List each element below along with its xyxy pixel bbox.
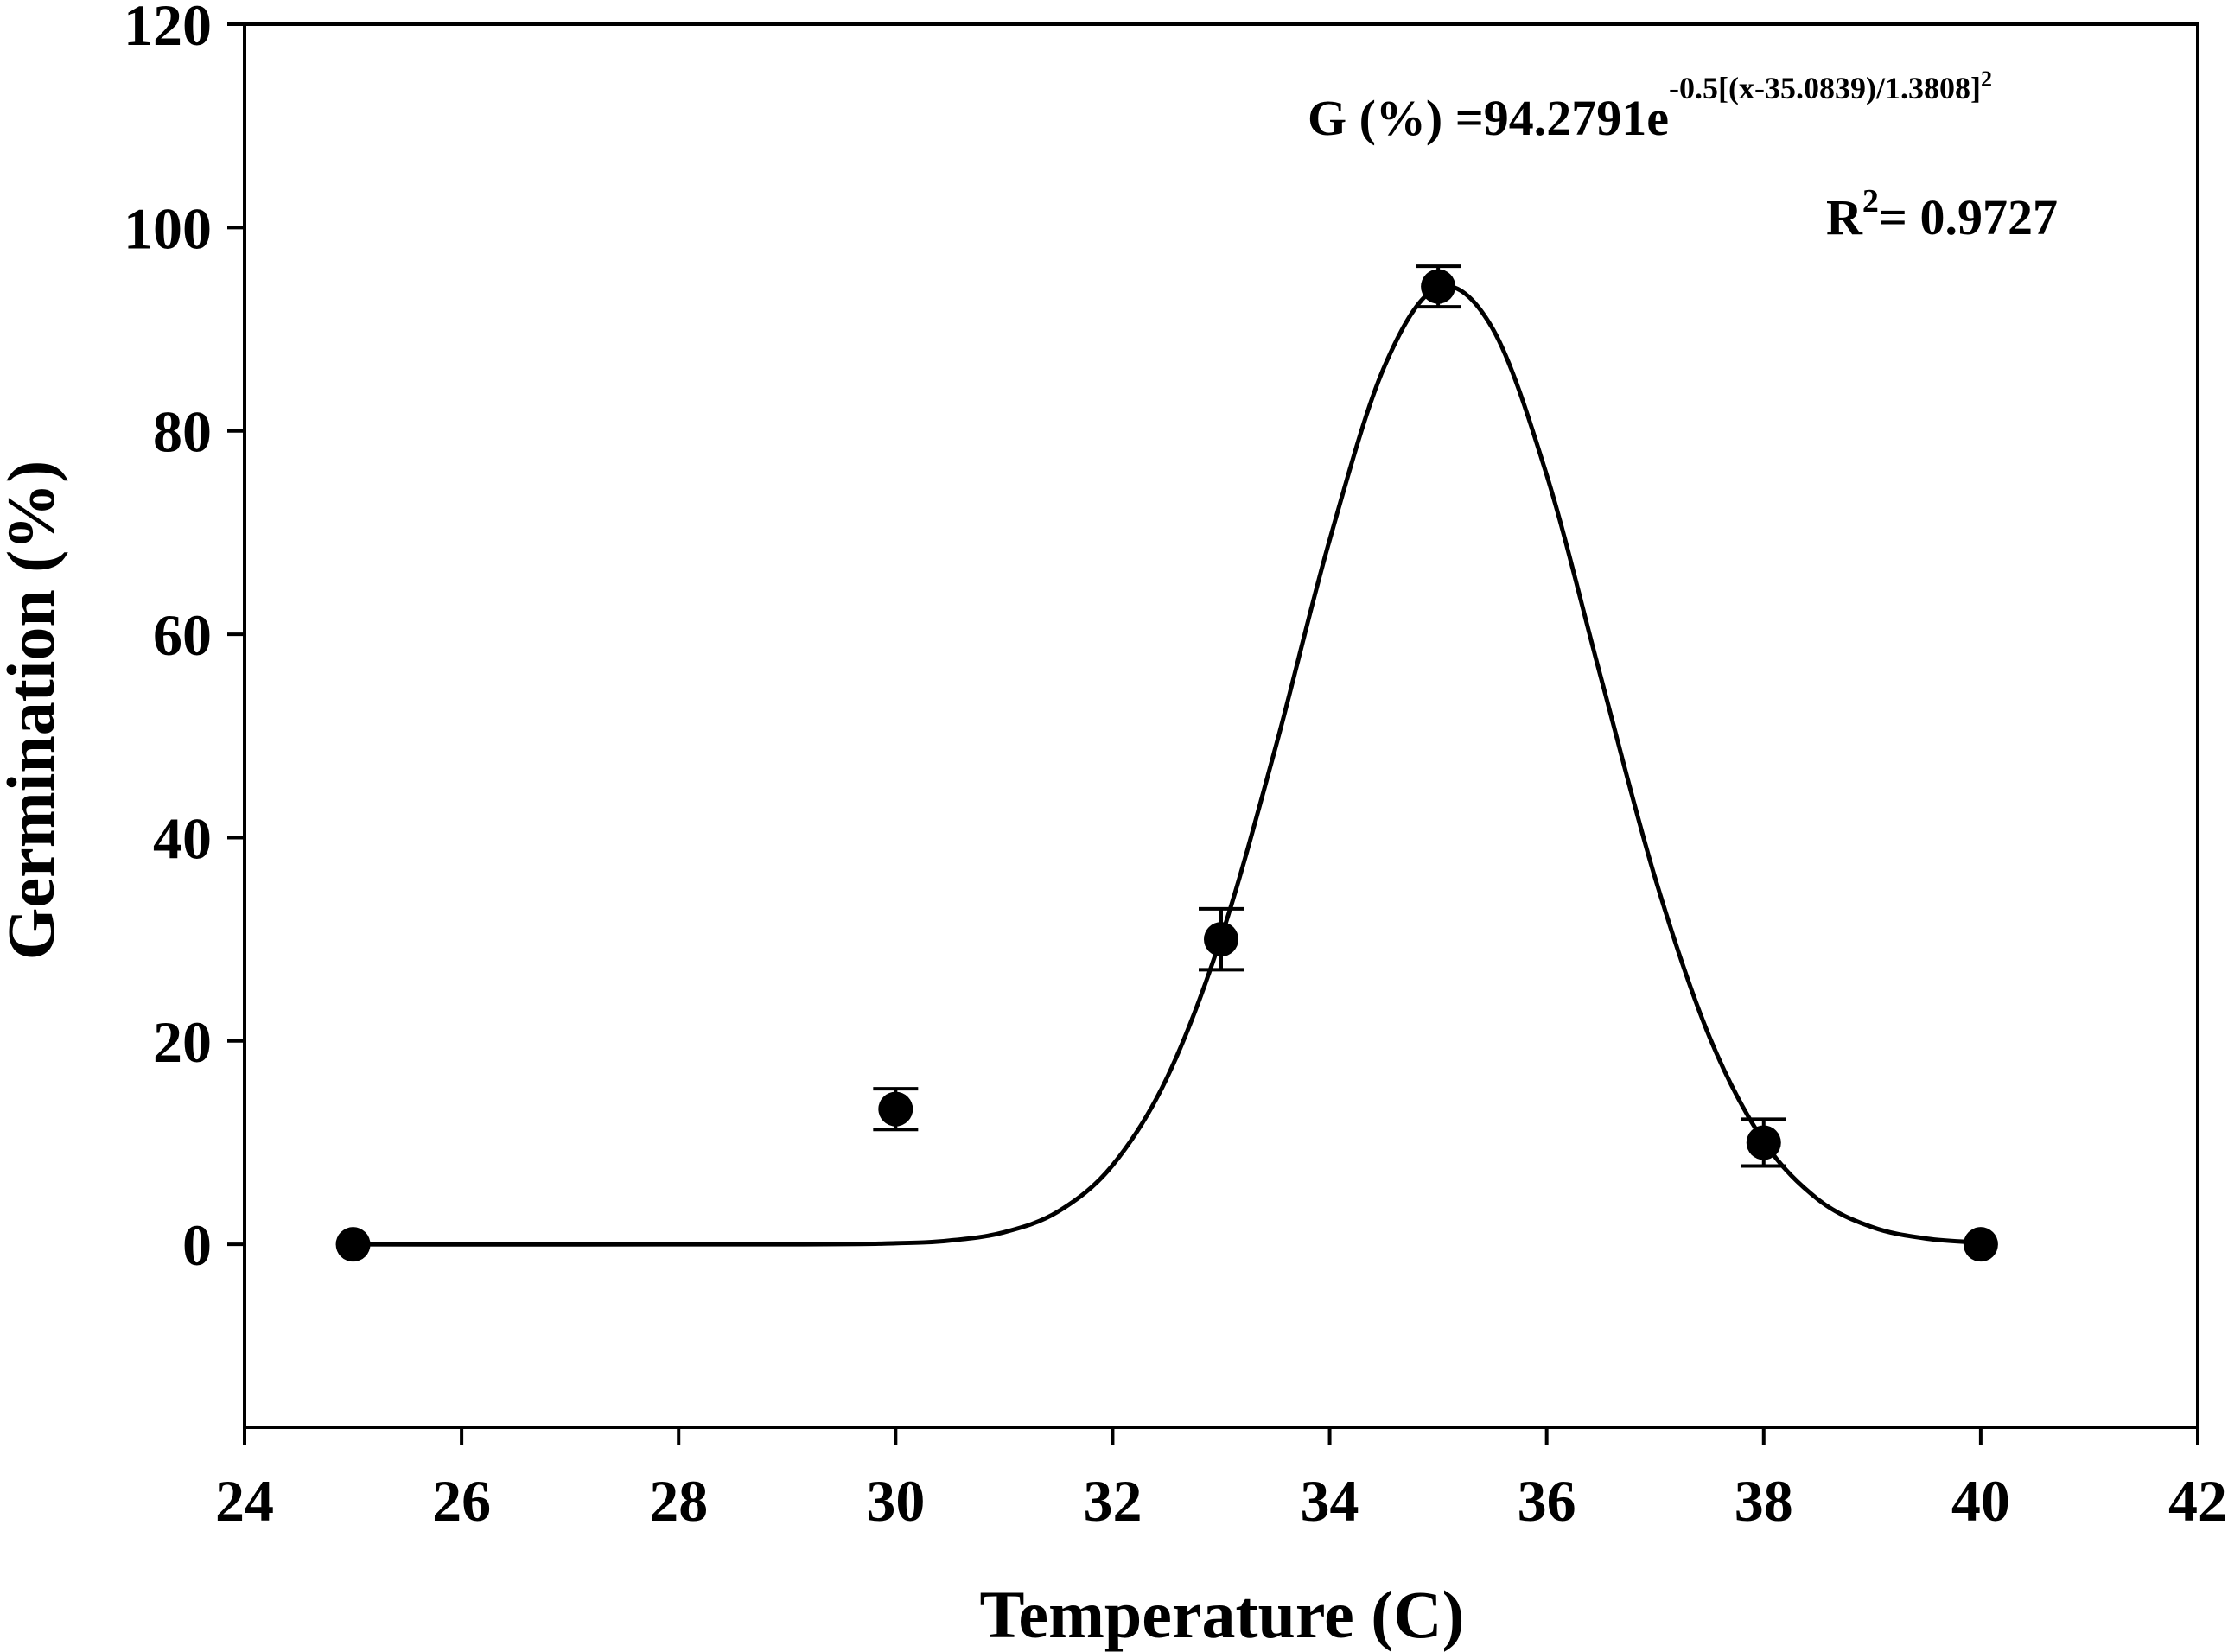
r-squared-base: R	[1826, 189, 1863, 245]
data-point	[878, 1091, 913, 1127]
r-squared-rest: = 0.9727	[1879, 189, 2058, 245]
y-tick-label: 0	[182, 1212, 212, 1278]
y-tick-label: 40	[153, 805, 212, 871]
x-tick-label: 38	[1735, 1468, 1793, 1534]
r-squared-power: 2	[1862, 183, 1879, 219]
y-axis-title: Germination (%)	[0, 461, 68, 960]
x-tick-label: 40	[1951, 1468, 2010, 1534]
x-tick-label: 30	[866, 1468, 925, 1534]
x-tick-label: 28	[649, 1468, 708, 1534]
equation: G (%) =94.2791e-0.5[(x-35.0839)/1.3808]2	[1308, 67, 1992, 146]
y-tick-label: 100	[124, 195, 212, 261]
x-tick-label: 24	[215, 1468, 274, 1534]
y-tick-label: 60	[153, 602, 212, 668]
y-tick-label: 20	[153, 1009, 212, 1075]
r-squared: R2= 0.9727	[1826, 183, 2058, 245]
x-tick-label: 26	[432, 1468, 491, 1534]
data-point	[1963, 1227, 1998, 1262]
equation-exponent: -0.5[(x-35.0839)/1.3808]	[1669, 71, 1981, 105]
x-tick-label: 34	[1301, 1468, 1359, 1534]
x-axis-title: Temperature (C)	[979, 1577, 1464, 1652]
equation-base: G (%) =94.2791e	[1308, 90, 1669, 146]
fit-curve	[353, 283, 1982, 1247]
x-tick-label: 32	[1083, 1468, 1142, 1534]
equation-exponent-power: 2	[1981, 67, 1992, 92]
plot-frame	[243, 22, 2199, 1429]
y-tick-label: 80	[153, 399, 212, 465]
x-tick-label: 42	[2168, 1468, 2227, 1534]
y-tick-label: 120	[124, 0, 212, 58]
x-tick-label: 36	[1518, 1468, 1576, 1534]
